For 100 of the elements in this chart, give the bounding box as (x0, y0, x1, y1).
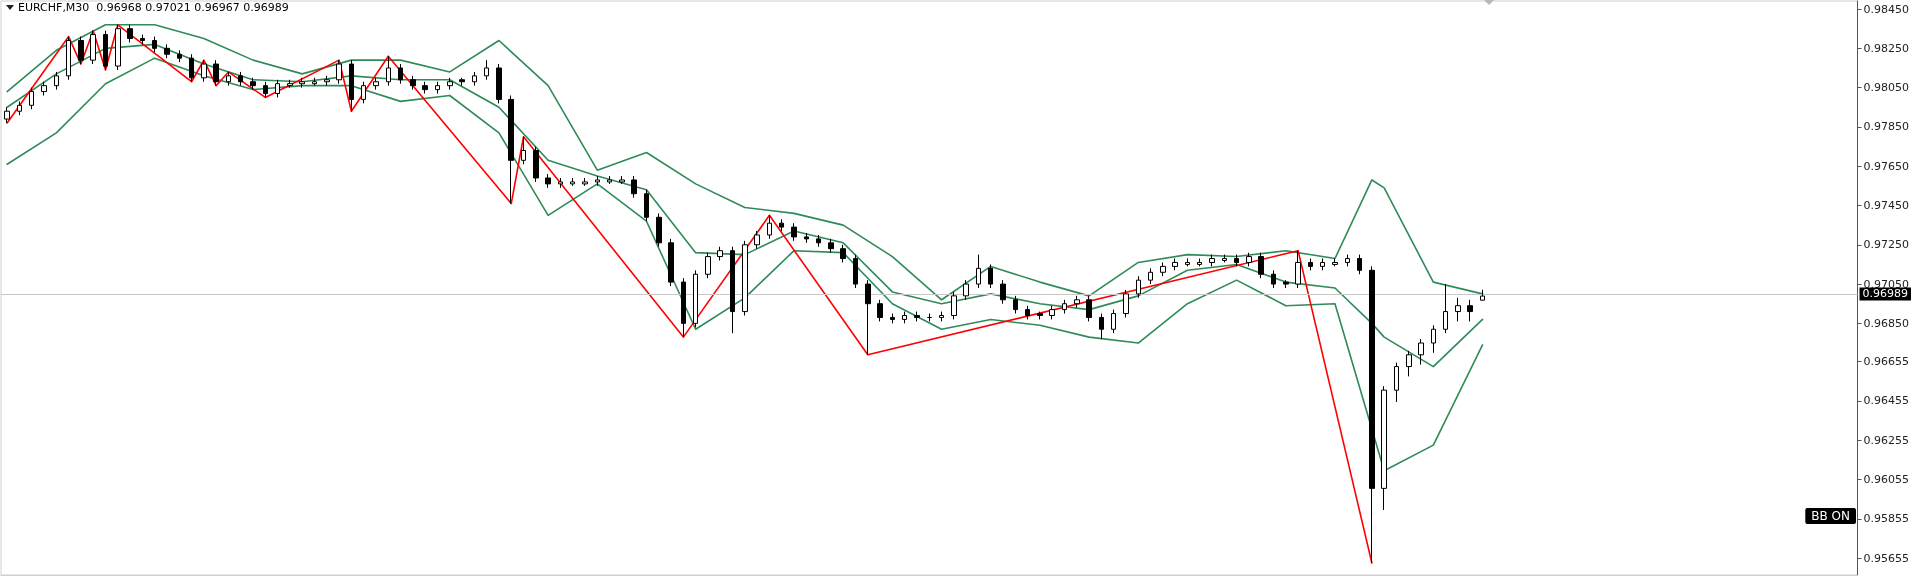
candlestick (730, 246, 735, 334)
candlestick (1111, 309, 1116, 334)
candlestick (17, 100, 22, 116)
candlestick (1197, 258, 1202, 267)
candlestick (558, 177, 563, 189)
candlestick (976, 254, 981, 289)
candlestick (840, 244, 846, 263)
candlestick (865, 279, 871, 356)
y-tick-label: 0.95855 (1863, 512, 1910, 526)
candlestick (484, 59, 489, 81)
y-tick-label: 0.96655 (1863, 355, 1910, 369)
candlestick (570, 177, 575, 187)
y-tick-label: 0.96255 (1863, 433, 1910, 447)
candlestick (287, 79, 293, 89)
candlestick (828, 238, 834, 254)
candlestick (767, 214, 772, 240)
candlestick (1037, 311, 1043, 320)
candlestick (1185, 258, 1190, 267)
candlestick (1295, 250, 1301, 289)
candlestick (1148, 267, 1153, 285)
candlestick (250, 77, 256, 91)
candlestick (914, 311, 920, 322)
candlestick (66, 36, 71, 81)
candlestick (1246, 252, 1252, 267)
candlestick (681, 277, 686, 338)
y-tick-label: 0.98250 (1863, 41, 1910, 55)
candlestick (226, 71, 231, 87)
candlestick (1086, 295, 1092, 322)
candlestick (1455, 297, 1461, 322)
candlestick (1480, 289, 1485, 301)
line-series (6, 23, 1373, 564)
candlestick (398, 63, 403, 85)
y-tick-label: 0.97250 (1863, 238, 1910, 252)
candlestick (201, 59, 207, 83)
candlestick (508, 94, 514, 205)
candlestick (1025, 305, 1030, 320)
candlestick (373, 77, 379, 91)
candlestick (4, 106, 10, 124)
candlestick (1234, 254, 1239, 267)
y-tick-label: 0.98450 (1863, 2, 1910, 16)
candlestick (1049, 305, 1055, 320)
candlestick (115, 24, 121, 71)
candlestick (1136, 275, 1141, 299)
candlestick (779, 218, 784, 232)
candlestick (853, 254, 858, 289)
candlestick (1222, 254, 1227, 263)
candlestick (312, 77, 317, 87)
line-series (6, 43, 1484, 368)
candlestick (902, 311, 907, 324)
candlestick (447, 77, 453, 91)
candlestick (1000, 279, 1006, 305)
candlestick (1062, 299, 1067, 315)
candlestick (521, 136, 526, 165)
chart-title: EURCHF,M30 0.96968 0.97021 0.96967 0.96989 (18, 1, 289, 14)
candlestick (1320, 258, 1325, 271)
candlestick (177, 49, 182, 63)
candlestick (1308, 258, 1313, 271)
candlestick (54, 71, 59, 91)
candlestick (595, 175, 600, 187)
y-tick-label: 0.97850 (1863, 120, 1910, 134)
candlestick (90, 30, 96, 65)
candlestick (1271, 269, 1276, 289)
candlestick (607, 175, 612, 185)
candlestick (963, 279, 969, 301)
y-tick-label: 0.95655 (1863, 551, 1910, 565)
candlestick (754, 230, 760, 250)
candlestick (705, 252, 711, 279)
candlestick (127, 24, 133, 43)
candlestick (1381, 385, 1387, 511)
candlestick (386, 55, 391, 87)
candlestick (1431, 324, 1436, 354)
candlestick (791, 222, 797, 242)
candlestick (951, 291, 957, 320)
candlestick (877, 299, 883, 322)
candlestick (1209, 254, 1215, 267)
y-tick-label: 0.96850 (1863, 316, 1910, 330)
candlestick (804, 232, 809, 244)
candlestick (164, 43, 170, 59)
candlestick (361, 81, 366, 104)
candlestick (742, 240, 748, 316)
candlestick (1099, 313, 1104, 340)
candlestick (582, 177, 588, 187)
candlestick (1345, 254, 1350, 267)
candlestick (1283, 279, 1289, 289)
candlestick (1013, 295, 1018, 315)
candlestick (1160, 261, 1166, 277)
line-series (6, 57, 1484, 472)
candlestick (435, 81, 440, 95)
y-tick-label: 0.96055 (1863, 473, 1910, 487)
candlestick (1369, 265, 1375, 564)
candlestick (1172, 258, 1178, 271)
candlestick (275, 79, 280, 98)
candlestick (533, 146, 539, 183)
y-tick-label: 0.97450 (1863, 198, 1910, 212)
candlestick (1394, 362, 1399, 403)
candlestick (1443, 283, 1448, 334)
candlestick (693, 269, 698, 328)
y-tick-label: 0.97650 (1863, 159, 1910, 173)
candlestick (545, 173, 551, 189)
candlestick (349, 59, 354, 112)
